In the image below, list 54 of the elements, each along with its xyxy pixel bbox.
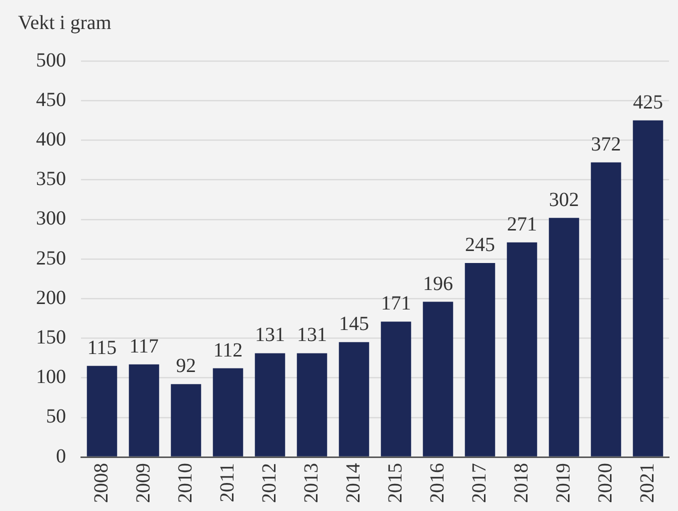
data-label: 302 bbox=[549, 188, 579, 211]
y-tick-label: 300 bbox=[36, 208, 66, 230]
data-label: 131 bbox=[255, 324, 285, 346]
x-tick-label: 2020 bbox=[594, 463, 616, 503]
x-tick-label: 2021 bbox=[636, 463, 658, 503]
data-label: 145 bbox=[339, 313, 369, 336]
data-label: 92 bbox=[176, 355, 196, 378]
bar bbox=[254, 353, 286, 456]
y-tick-label: 450 bbox=[36, 88, 66, 111]
y-tick-label: 100 bbox=[36, 366, 66, 388]
y-tick-label: 500 bbox=[36, 49, 66, 72]
data-label: 271 bbox=[507, 213, 537, 236]
y-tick-label: 50 bbox=[46, 406, 66, 428]
data-label: 245 bbox=[465, 234, 495, 256]
y-tick-label: 150 bbox=[36, 326, 66, 348]
x-tick-label: 2016 bbox=[426, 463, 448, 503]
x-tick-label: 2012 bbox=[258, 463, 280, 503]
x-tick-label: 2010 bbox=[174, 463, 196, 503]
bar bbox=[338, 342, 370, 456]
bar bbox=[380, 322, 412, 456]
bar bbox=[422, 302, 454, 456]
data-label: 115 bbox=[87, 336, 117, 359]
data-label: 131 bbox=[297, 324, 327, 346]
bar bbox=[464, 262, 496, 456]
data-label: 425 bbox=[633, 91, 663, 114]
bar bbox=[170, 384, 202, 456]
x-tick-label: 2014 bbox=[342, 463, 364, 503]
data-label: 171 bbox=[381, 292, 411, 315]
x-tick-label: 2015 bbox=[384, 463, 406, 503]
data-label: 196 bbox=[423, 272, 453, 295]
x-tick-label: 2019 bbox=[552, 463, 574, 503]
bar bbox=[548, 218, 580, 456]
x-tick-label: 2011 bbox=[216, 463, 238, 502]
bar bbox=[212, 368, 244, 456]
x-tick-label: 2008 bbox=[90, 463, 112, 503]
bar bbox=[296, 353, 328, 456]
data-label: 112 bbox=[213, 339, 243, 362]
x-tick-label: 2018 bbox=[510, 463, 532, 503]
y-tick-label: 350 bbox=[36, 168, 66, 190]
bar bbox=[86, 366, 118, 456]
bar bbox=[590, 162, 622, 456]
bar bbox=[128, 364, 160, 456]
y-tick-label: 0 bbox=[56, 445, 66, 468]
x-tick-label: 2017 bbox=[468, 463, 490, 503]
y-tick-label: 200 bbox=[36, 286, 66, 309]
y-tick-label: 250 bbox=[36, 247, 66, 270]
y-axis-title: Vekt i gram bbox=[18, 12, 112, 34]
data-label: 372 bbox=[591, 133, 621, 156]
data-label: 117 bbox=[129, 335, 159, 358]
bar bbox=[506, 242, 538, 456]
bar bbox=[632, 120, 664, 456]
x-tick-label: 2009 bbox=[132, 463, 154, 503]
x-tick-label: 2013 bbox=[300, 463, 322, 503]
y-tick-label: 400 bbox=[36, 128, 66, 150]
